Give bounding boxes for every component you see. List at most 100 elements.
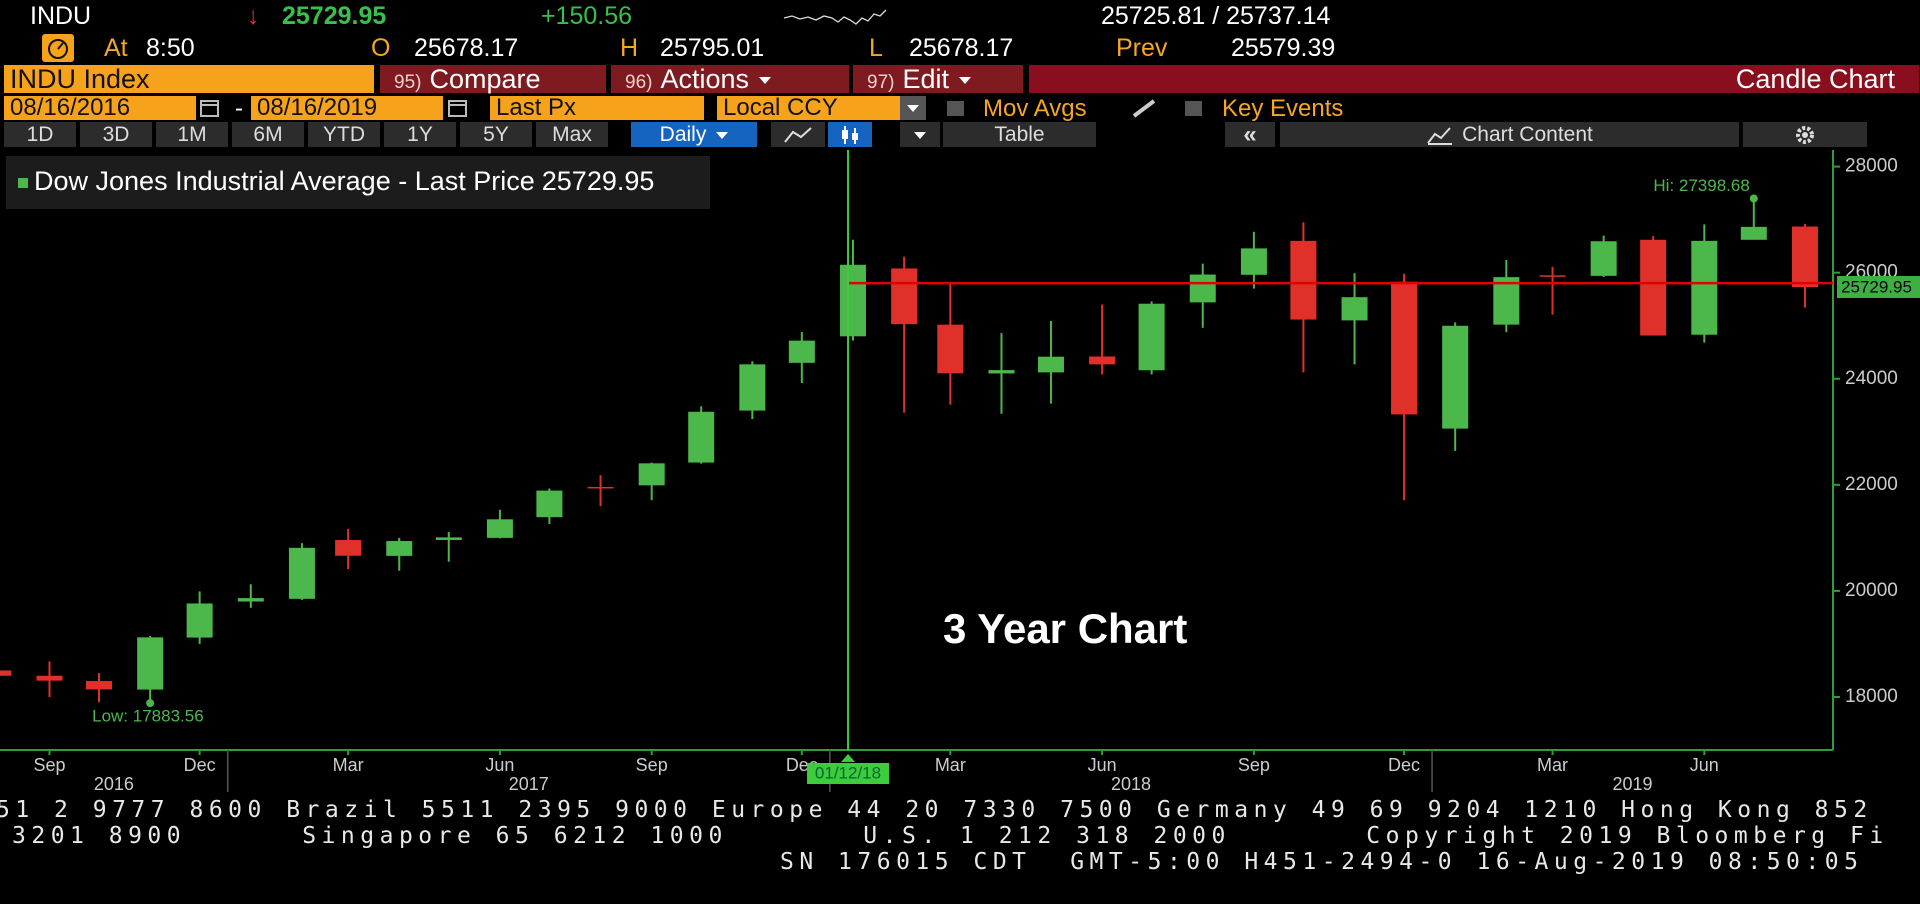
launch-icon[interactable] (42, 34, 74, 62)
compare-button[interactable]: 95) Compare (380, 65, 606, 93)
security-field[interactable]: INDU Index (4, 65, 374, 93)
period-button[interactable]: 3D (80, 122, 152, 147)
candle-body (1391, 281, 1418, 415)
candle-body (1037, 356, 1064, 373)
candle-glyph (842, 126, 858, 145)
x-tick-label: Dec (1388, 755, 1420, 775)
candle-body (288, 547, 315, 599)
candle-body (85, 681, 112, 690)
y-tick-label: 28000 (1845, 156, 1898, 177)
high-label: H (620, 34, 639, 62)
calendar-icon[interactable] (447, 98, 469, 118)
collapse-button[interactable]: « (1225, 122, 1275, 147)
y-tick-label: 20000 (1845, 580, 1898, 601)
date-separator: - (235, 95, 243, 122)
frequency-label: Daily (659, 123, 707, 146)
cursor-pointer (841, 754, 856, 762)
chart-content-label: Chart Content (1462, 123, 1593, 146)
x-tick-label: Sep (33, 755, 65, 775)
candle-body (788, 340, 815, 363)
chart-type-dropdown[interactable] (900, 122, 940, 147)
button-label: Actions (660, 64, 750, 94)
candle-body (1089, 356, 1116, 365)
period-button[interactable]: 1Y (384, 122, 456, 147)
candle-body (1691, 240, 1718, 335)
period-button[interactable]: Max (536, 122, 608, 147)
candle-body (1240, 248, 1267, 275)
legend-value: 25729.95 (542, 166, 655, 196)
candle-body (186, 603, 213, 638)
option-label: Mov Avgs (983, 95, 1087, 122)
currency-select[interactable]: Local CCY (717, 96, 900, 120)
candle-body (839, 264, 866, 337)
period-button[interactable]: 1M (156, 122, 228, 147)
candle-body (1290, 240, 1317, 320)
open-value: 25678.17 (414, 34, 519, 62)
candle-body (237, 598, 264, 602)
last-price-label: 25729.95 (1841, 277, 1912, 296)
edit-button[interactable]: 97) Edit (853, 65, 1023, 93)
legend-name: Dow Jones Industrial Average - Last Pric… (34, 166, 535, 196)
field-select[interactable]: Last Px (490, 96, 704, 120)
candle-body (739, 364, 766, 411)
chart-title: 3 Year Chart (943, 605, 1187, 652)
candle-body (435, 537, 462, 540)
candle-body (1493, 277, 1520, 325)
cursor-label-box (807, 763, 890, 784)
chart-content-button[interactable]: Chart Content (1280, 122, 1739, 147)
year-label: 2017 (509, 774, 549, 794)
frequency-select[interactable]: Daily (631, 122, 757, 147)
candle-body (1189, 274, 1216, 303)
button-label: Edit (902, 64, 949, 94)
candle-body (335, 539, 362, 556)
option-label: Key Events (1222, 95, 1344, 122)
footer-line: 51 2 9777 8600 Brazil 5511 2395 9000 Eur… (0, 797, 1873, 823)
y-tick-label: 24000 (1845, 368, 1898, 389)
x-tick-label: Sep (1238, 755, 1270, 775)
candle-body (1341, 297, 1368, 321)
high-marker (1749, 194, 1758, 203)
candle-body (1138, 303, 1165, 371)
candle-icon[interactable] (828, 122, 872, 147)
candle-body (0, 670, 12, 676)
x-tick-label: Sep (636, 755, 668, 775)
candle-body (1442, 325, 1469, 429)
period-button[interactable]: 6M (232, 122, 304, 147)
currency-dropdown[interactable] (900, 96, 926, 120)
button-label: Compare (429, 64, 541, 94)
checkbox[interactable] (947, 101, 964, 116)
line-icon[interactable] (771, 122, 825, 147)
time: 8:50 (146, 34, 195, 62)
legend-swatch (18, 178, 28, 188)
end-date[interactable]: 08/16/2019 (251, 96, 443, 120)
candle-body (688, 411, 715, 463)
calendar-icon[interactable] (199, 98, 221, 118)
actions-button[interactable]: 96) Actions (611, 65, 849, 93)
x-tick-label: Dec (184, 755, 216, 775)
pencil-icon[interactable] (1130, 97, 1160, 119)
y-tick-label: 22000 (1845, 474, 1898, 495)
period-button[interactable]: YTD (308, 122, 380, 147)
candle-body (891, 268, 918, 325)
button-number: 97) (867, 72, 895, 93)
footer: 51 2 9777 8600 Brazil 5511 2395 9000 Eur… (0, 791, 1920, 901)
button-number: 96) (625, 72, 653, 93)
table-button[interactable]: Table (943, 122, 1096, 147)
gear-icon (1796, 126, 1814, 145)
checkbox[interactable] (1185, 101, 1202, 116)
cursor-label: 01/12/18 (815, 763, 881, 782)
start-date[interactable]: 08/16/2016 (4, 96, 196, 120)
candle-body (36, 675, 63, 681)
legend-box (6, 156, 710, 209)
time-label: At (104, 34, 128, 62)
gear-button[interactable] (1743, 122, 1867, 147)
x-tick-label: Jun (1690, 755, 1719, 775)
line-glyph (784, 127, 812, 144)
button-number: 95) (394, 72, 422, 93)
high-value: 25795.01 (660, 34, 765, 62)
year-label: 2019 (1613, 774, 1653, 794)
period-button[interactable]: 5Y (460, 122, 532, 147)
net-change: +150.56 (541, 2, 633, 30)
period-button[interactable]: 1D (4, 122, 76, 147)
